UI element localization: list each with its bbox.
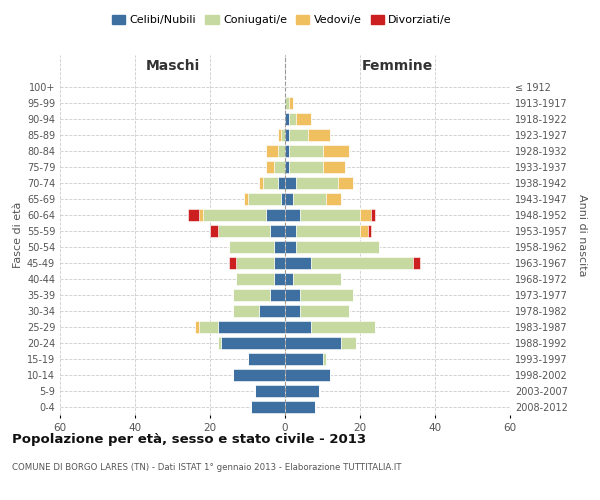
- Bar: [323, 353, 326, 365]
- Bar: [289, 113, 296, 125]
- Bar: [233, 369, 285, 381]
- Bar: [285, 129, 289, 141]
- Y-axis label: Fasce di età: Fasce di età: [13, 202, 23, 268]
- Bar: [293, 273, 341, 285]
- Bar: [218, 321, 285, 333]
- Bar: [360, 209, 371, 221]
- Bar: [266, 145, 277, 157]
- Y-axis label: Anni di nascita: Anni di nascita: [577, 194, 587, 276]
- Bar: [285, 97, 289, 109]
- Bar: [289, 97, 293, 109]
- Bar: [263, 177, 277, 189]
- Bar: [296, 225, 360, 237]
- Bar: [285, 193, 293, 205]
- Bar: [255, 385, 285, 397]
- Bar: [285, 273, 293, 285]
- Bar: [281, 129, 285, 141]
- Bar: [285, 289, 300, 301]
- Bar: [259, 177, 263, 189]
- Bar: [210, 225, 218, 237]
- Bar: [285, 177, 296, 189]
- Bar: [285, 337, 341, 349]
- Bar: [311, 257, 413, 269]
- Bar: [218, 225, 270, 237]
- Bar: [285, 257, 311, 269]
- Bar: [341, 337, 356, 349]
- Bar: [277, 145, 285, 157]
- Bar: [323, 145, 349, 157]
- Legend: Celibi/Nubili, Coniugati/e, Vedovi/e, Divorziati/e: Celibi/Nubili, Coniugati/e, Vedovi/e, Di…: [107, 10, 457, 30]
- Bar: [203, 209, 266, 221]
- Bar: [236, 257, 274, 269]
- Bar: [300, 305, 349, 317]
- Bar: [371, 209, 375, 221]
- Bar: [285, 161, 289, 173]
- Bar: [285, 241, 296, 253]
- Bar: [285, 145, 289, 157]
- Bar: [326, 193, 341, 205]
- Bar: [248, 353, 285, 365]
- Bar: [274, 257, 285, 269]
- Bar: [308, 129, 330, 141]
- Bar: [274, 273, 285, 285]
- Bar: [281, 193, 285, 205]
- Bar: [367, 225, 371, 237]
- Bar: [251, 401, 285, 413]
- Bar: [270, 225, 285, 237]
- Bar: [296, 241, 379, 253]
- Bar: [413, 257, 420, 269]
- Text: Popolazione per età, sesso e stato civile - 2013: Popolazione per età, sesso e stato civil…: [12, 432, 366, 446]
- Bar: [285, 305, 300, 317]
- Bar: [195, 321, 199, 333]
- Bar: [296, 113, 311, 125]
- Bar: [218, 337, 221, 349]
- Bar: [229, 257, 236, 269]
- Bar: [266, 209, 285, 221]
- Bar: [285, 113, 289, 125]
- Bar: [236, 273, 274, 285]
- Bar: [274, 161, 285, 173]
- Bar: [233, 305, 259, 317]
- Bar: [270, 289, 285, 301]
- Bar: [248, 193, 281, 205]
- Text: Femmine: Femmine: [362, 58, 433, 72]
- Bar: [266, 161, 274, 173]
- Bar: [233, 289, 270, 301]
- Bar: [293, 193, 326, 205]
- Bar: [285, 353, 323, 365]
- Bar: [323, 161, 345, 173]
- Bar: [277, 177, 285, 189]
- Text: Maschi: Maschi: [145, 58, 200, 72]
- Bar: [274, 241, 285, 253]
- Bar: [337, 177, 353, 189]
- Bar: [285, 321, 311, 333]
- Bar: [285, 369, 330, 381]
- Bar: [259, 305, 285, 317]
- Bar: [285, 385, 319, 397]
- Bar: [360, 225, 367, 237]
- Bar: [229, 241, 274, 253]
- Bar: [199, 209, 203, 221]
- Bar: [244, 193, 248, 205]
- Bar: [199, 321, 218, 333]
- Bar: [285, 401, 315, 413]
- Bar: [300, 209, 360, 221]
- Bar: [289, 145, 323, 157]
- Bar: [187, 209, 199, 221]
- Bar: [277, 129, 281, 141]
- Bar: [300, 289, 353, 301]
- Bar: [311, 321, 375, 333]
- Bar: [221, 337, 285, 349]
- Bar: [285, 225, 296, 237]
- Bar: [285, 209, 300, 221]
- Text: COMUNE DI BORGO LARES (TN) - Dati ISTAT 1° gennaio 2013 - Elaborazione TUTTITALI: COMUNE DI BORGO LARES (TN) - Dati ISTAT …: [12, 462, 401, 471]
- Bar: [289, 129, 308, 141]
- Bar: [289, 161, 323, 173]
- Bar: [296, 177, 337, 189]
